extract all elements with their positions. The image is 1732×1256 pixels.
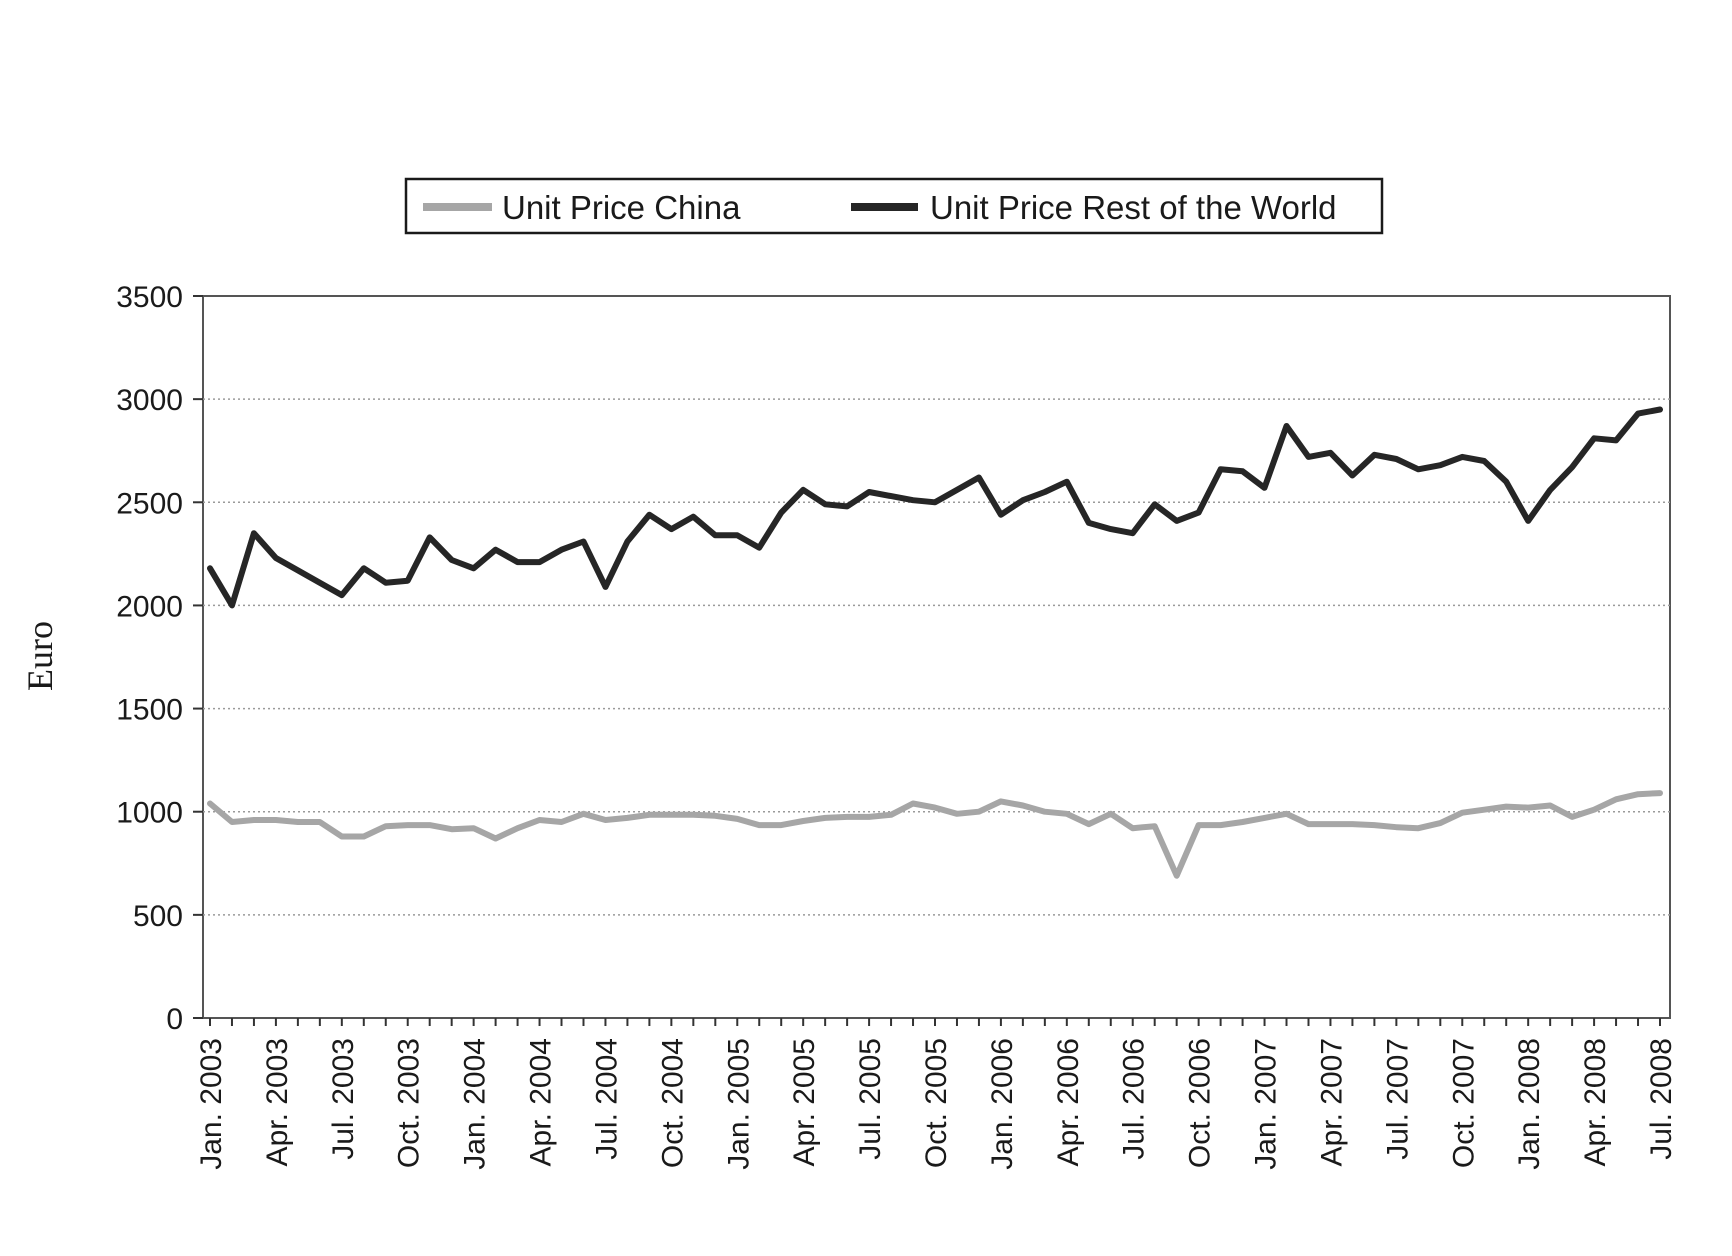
x-tick-label: Apr. 2008 — [1579, 1038, 1612, 1166]
x-tick-label: Oct. 2003 — [393, 1038, 426, 1168]
grid-lines — [203, 398, 1670, 916]
x-tick-label: Jan. 2004 — [459, 1038, 492, 1170]
series-lines — [207, 406, 1663, 879]
legend-label-china: Unit Price China — [502, 189, 741, 226]
y-tick-label: 2500 — [116, 487, 183, 520]
x-tick-label: Oct. 2006 — [1184, 1038, 1217, 1168]
x-tick-label: Apr. 2007 — [1315, 1038, 1348, 1166]
y-tick-label: 3000 — [116, 384, 183, 417]
y-tick-label: 1500 — [116, 694, 183, 727]
legend: Unit Price China Unit Price Rest of the … — [404, 177, 1384, 235]
x-tick-label: Oct. 2004 — [656, 1038, 689, 1168]
y-tick-label: 0 — [166, 1003, 183, 1036]
x-tick-label: Oct. 2005 — [920, 1038, 953, 1168]
y-tick-label: 1000 — [116, 797, 183, 830]
x-tick-label: Apr. 2006 — [1052, 1038, 1085, 1166]
y-axis-title: Euro — [20, 621, 60, 691]
y-axis: 0 500 1000 1500 2000 2500 3000 3500 — [116, 281, 203, 1036]
series-line-china — [207, 790, 1663, 879]
x-tick-label: Apr. 2004 — [525, 1038, 558, 1166]
series-line-rest-of-world — [207, 406, 1663, 609]
x-tick-label: Jul. 2006 — [1118, 1038, 1151, 1160]
x-tick-label: Jul. 2004 — [590, 1038, 623, 1160]
x-tick-label: Jul. 2007 — [1381, 1038, 1414, 1160]
y-tick-label: 3500 — [116, 281, 183, 314]
x-tick-label: Jul. 2008 — [1645, 1038, 1678, 1160]
x-tick-label: Jul. 2003 — [327, 1038, 360, 1160]
y-tick-label: 500 — [133, 900, 183, 933]
y-tick-label: 2000 — [116, 590, 183, 623]
x-tick-label: Jan. 2007 — [1250, 1038, 1283, 1170]
x-tick-label: Jan. 2008 — [1513, 1038, 1546, 1170]
x-tick-label: Jul. 2005 — [854, 1038, 887, 1160]
x-axis: Jan. 2003 Apr. 2003 Jul. 2003 Oct. 2003 Jan.… — [195, 1018, 1678, 1170]
x-tick-label: Jan. 2005 — [722, 1038, 755, 1170]
x-tick-label: Oct. 2007 — [1447, 1038, 1480, 1168]
x-tick-label: Jan. 2003 — [195, 1038, 228, 1170]
x-tick-label: Jan. 2006 — [986, 1038, 1019, 1170]
plot-area — [202, 295, 1671, 1019]
legend-label-row: Unit Price Rest of the World — [930, 189, 1337, 226]
x-tick-label: Apr. 2003 — [261, 1038, 294, 1166]
x-tick-label: Apr. 2005 — [788, 1038, 821, 1166]
